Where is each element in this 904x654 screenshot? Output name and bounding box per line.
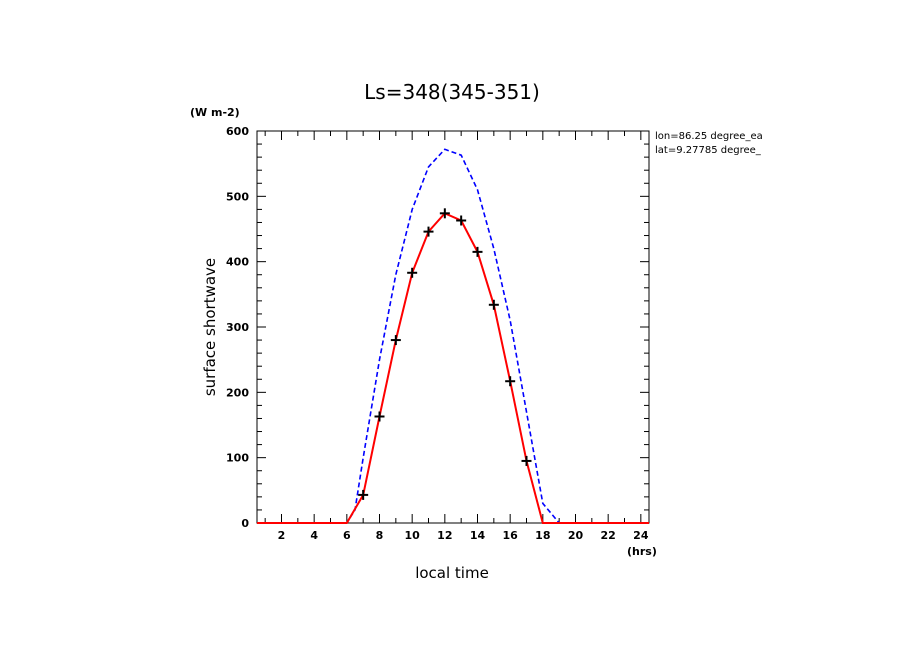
x-tick-label: 8	[376, 529, 384, 542]
x-tick-label: 10	[405, 529, 421, 542]
data-point-marker	[521, 455, 532, 466]
data-point-marker	[390, 335, 401, 346]
y-tick-label: 200	[226, 386, 249, 399]
y-tick-label: 600	[226, 125, 249, 138]
x-tick-label: 16	[503, 529, 519, 542]
data-point-marker	[439, 208, 450, 219]
y-unit-label: (W m-2)	[190, 106, 240, 119]
x-tick-label: 6	[343, 529, 351, 542]
annotation-lat: lat=9.27785 degree_	[655, 145, 762, 156]
series-group	[257, 148, 649, 524]
data-point-marker	[374, 411, 385, 422]
series-line-1	[257, 212, 649, 524]
x-tick-label: 2	[278, 529, 286, 542]
data-point-marker	[472, 246, 483, 257]
data-point-marker	[505, 376, 516, 387]
y-tick-label: 0	[241, 517, 249, 530]
y-axis-label: surface shortwave	[201, 258, 219, 396]
chart-title: Ls=348(345-351)	[364, 80, 540, 104]
y-tick-label: 400	[226, 256, 249, 269]
x-tick-label: 4	[310, 529, 318, 542]
data-point-marker	[456, 215, 467, 226]
y-tick-label: 100	[226, 452, 249, 465]
y-tick-label: 500	[226, 190, 249, 203]
x-tick-label: 22	[601, 529, 616, 542]
x-tick-label: 18	[535, 529, 550, 542]
data-point-marker	[488, 299, 499, 310]
data-point-marker	[423, 226, 434, 237]
plot-frame	[256, 130, 650, 524]
annotation-lon: lon=86.25 degree_ea	[655, 131, 763, 142]
x-unit-label: (hrs)	[627, 545, 657, 558]
data-point-marker	[407, 267, 418, 278]
x-axis-label: local time	[415, 564, 489, 582]
data-point-marker	[358, 489, 369, 500]
x-tick-label: 20	[568, 529, 584, 542]
x-tick-label: 14	[470, 529, 486, 542]
y-tick-label: 300	[226, 321, 249, 334]
series-line-0	[257, 148, 649, 524]
x-tick-label: 12	[437, 529, 452, 542]
x-tick-label: 24	[633, 529, 649, 542]
